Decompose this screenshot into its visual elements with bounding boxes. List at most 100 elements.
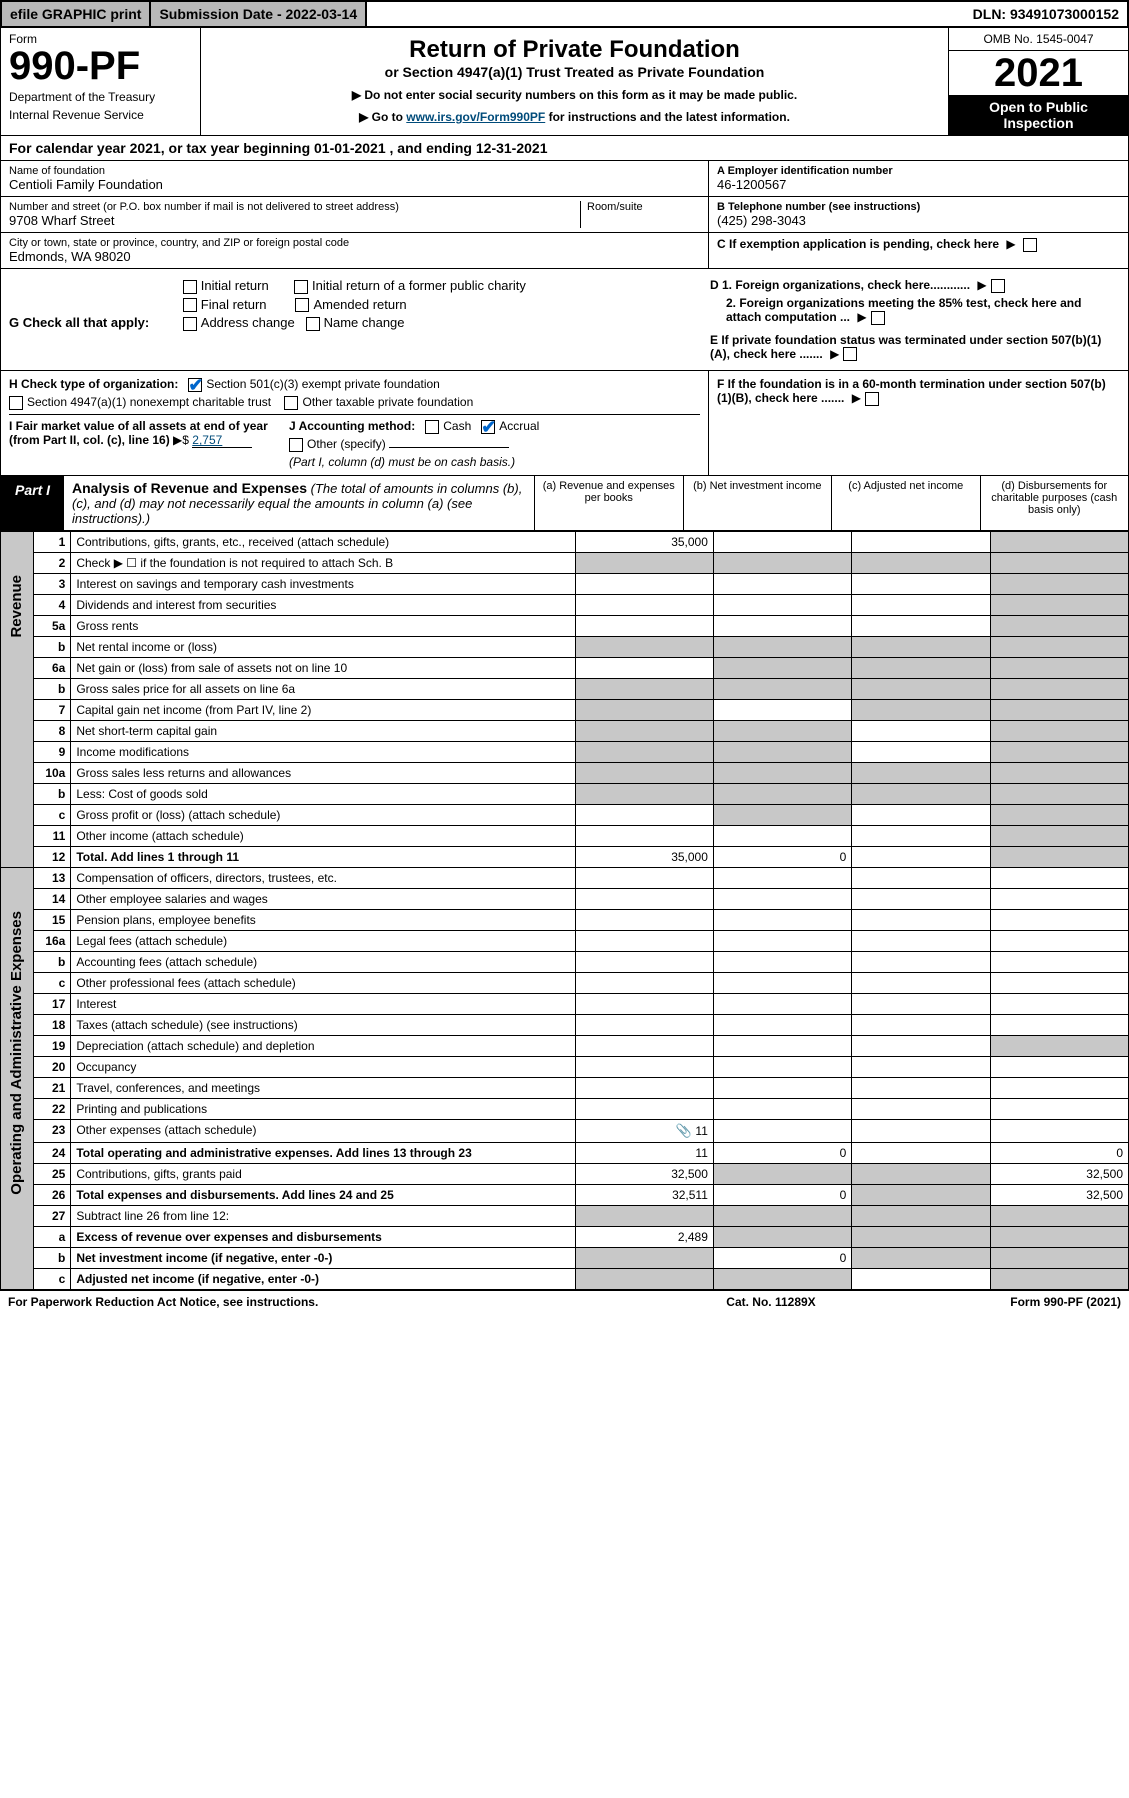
table-row: 2Check ▶ ☐ if the foundation is not requ… (1, 552, 1129, 573)
row-number: b (33, 636, 71, 657)
cb-other-taxable[interactable] (284, 396, 298, 410)
cb-address-change[interactable] (183, 317, 197, 331)
row-number: 23 (33, 1119, 71, 1142)
cb-e[interactable] (843, 347, 857, 361)
cell-value (990, 930, 1128, 951)
cell-value (575, 594, 713, 615)
cell-value (852, 909, 990, 930)
row-number: c (33, 972, 71, 993)
row-desc: Interest on savings and temporary cash i… (71, 573, 575, 594)
cell-value (713, 636, 851, 657)
cb-other-method[interactable] (289, 438, 303, 452)
row-desc: Gross profit or (loss) (attach schedule) (71, 804, 575, 825)
row-number: 26 (33, 1184, 71, 1205)
dept-treasury: Department of the Treasury (9, 90, 192, 104)
cell-value: 11 (575, 1142, 713, 1163)
cell-value (575, 783, 713, 804)
row-number: b (33, 783, 71, 804)
instruction-1: ▶ Do not enter social security numbers o… (209, 88, 940, 102)
table-row: bLess: Cost of goods sold (1, 783, 1129, 804)
table-row: cAdjusted net income (if negative, enter… (1, 1268, 1129, 1289)
cb-initial-return[interactable] (183, 280, 197, 294)
cell-value (575, 678, 713, 699)
row-desc: Total operating and administrative expen… (71, 1142, 575, 1163)
cell-value (990, 552, 1128, 573)
row-number: 24 (33, 1142, 71, 1163)
cb-d1[interactable] (991, 279, 1005, 293)
cell-value: 0 (713, 846, 851, 867)
cb-d2[interactable] (871, 311, 885, 325)
cell-value (713, 594, 851, 615)
row-desc: Net rental income or (loss) (71, 636, 575, 657)
row-number: 7 (33, 699, 71, 720)
cell-value (990, 1247, 1128, 1268)
cb-final-return[interactable] (183, 298, 197, 312)
irs-label: Internal Revenue Service (9, 108, 192, 122)
c-checkbox[interactable] (1023, 238, 1037, 252)
table-row: 6aNet gain or (loss) from sale of assets… (1, 657, 1129, 678)
cell-value: 32,500 (575, 1163, 713, 1184)
cell-value (713, 951, 851, 972)
cb-501c3[interactable] (188, 378, 202, 392)
cell-value (575, 1056, 713, 1077)
row-desc: Contributions, gifts, grants, etc., rece… (71, 531, 575, 552)
cb-4947[interactable] (9, 396, 23, 410)
cb-initial-former[interactable] (294, 280, 308, 294)
row-desc: Adjusted net income (if negative, enter … (71, 1268, 575, 1289)
cb-cash[interactable] (425, 420, 439, 434)
cell-value: 0 (713, 1142, 851, 1163)
foundation-name: Centioli Family Foundation (9, 177, 700, 192)
cb-f[interactable] (865, 392, 879, 406)
cell-value (990, 594, 1128, 615)
cell-value (990, 531, 1128, 552)
cell-value (575, 720, 713, 741)
cell-value (852, 615, 990, 636)
row-desc: Other expenses (attach schedule) (71, 1119, 575, 1142)
cell-value (852, 972, 990, 993)
cb-accrual[interactable] (481, 420, 495, 434)
analysis-table: Revenue1Contributions, gifts, grants, et… (0, 531, 1129, 1290)
cb-name-change[interactable] (306, 317, 320, 331)
table-row: 19Depreciation (attach schedule) and dep… (1, 1035, 1129, 1056)
cb-amended[interactable] (295, 298, 309, 312)
cell-value (713, 783, 851, 804)
table-row: 27Subtract line 26 from line 12: (1, 1205, 1129, 1226)
room-label: Room/suite (587, 201, 700, 213)
cell-value (575, 825, 713, 846)
irs-link[interactable]: www.irs.gov/Form990PF (406, 110, 545, 124)
calendar-year-row: For calendar year 2021, or tax year begi… (0, 136, 1129, 161)
foundation-info: Name of foundation Centioli Family Found… (0, 161, 1129, 269)
row-number: 19 (33, 1035, 71, 1056)
row-desc: Depreciation (attach schedule) and deple… (71, 1035, 575, 1056)
cell-value: 0 (713, 1184, 851, 1205)
cell-value (990, 867, 1128, 888)
address-label: Number and street (or P.O. box number if… (9, 201, 580, 213)
row-desc: Total expenses and disbursements. Add li… (71, 1184, 575, 1205)
dln: DLN: 93491073000152 (965, 2, 1127, 26)
cell-value (990, 741, 1128, 762)
cell-value (713, 888, 851, 909)
row-number: 25 (33, 1163, 71, 1184)
cell-value (990, 1035, 1128, 1056)
table-row: 22Printing and publications (1, 1098, 1129, 1119)
table-row: bNet rental income or (loss) (1, 636, 1129, 657)
row-desc: Other professional fees (attach schedule… (71, 972, 575, 993)
cell-value (852, 951, 990, 972)
cell-value (990, 1268, 1128, 1289)
cell-value (990, 909, 1128, 930)
col-c-header: (c) Adjusted net income (831, 476, 980, 530)
row-desc: Gross rents (71, 615, 575, 636)
cell-value (713, 720, 851, 741)
h-label: H Check type of organization: (9, 377, 178, 391)
cell-value (575, 930, 713, 951)
cell-value (713, 1077, 851, 1098)
row-number: 6a (33, 657, 71, 678)
row-desc: Gross sales less returns and allowances (71, 762, 575, 783)
cell-value: 35,000 (575, 846, 713, 867)
table-row: bGross sales price for all assets on lin… (1, 678, 1129, 699)
cell-value (852, 993, 990, 1014)
cell-value (575, 867, 713, 888)
row-number: 10a (33, 762, 71, 783)
cell-value (990, 1119, 1128, 1142)
cell-value (575, 657, 713, 678)
